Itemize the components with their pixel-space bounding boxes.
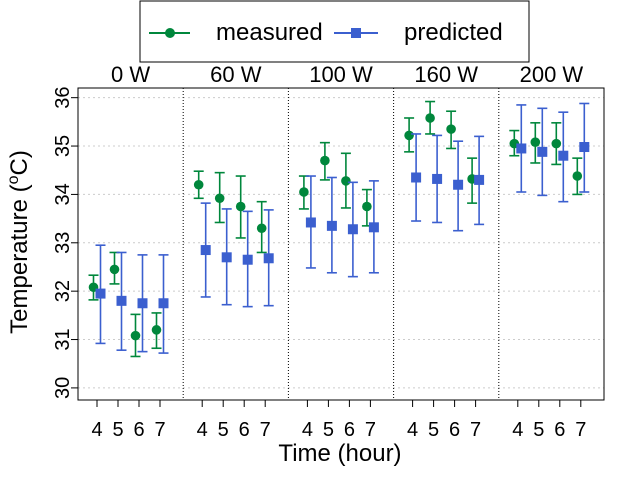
data-point-measured <box>362 201 372 212</box>
panel-label: 60 W <box>210 62 262 87</box>
panel-label: 200 W <box>520 62 584 87</box>
legend-predicted-marker <box>351 28 361 38</box>
x-tick-label: 7 <box>470 419 481 441</box>
y-axis-title: Temperature (oC) <box>5 150 33 334</box>
y-tick-label: 31 <box>52 328 74 350</box>
data-point-predicted <box>305 217 316 228</box>
x-tick-label: 7 <box>154 419 165 441</box>
data-point-predicted <box>432 173 443 184</box>
plot-frame <box>77 87 605 401</box>
data-point-predicted <box>116 295 127 306</box>
x-tick-label: 5 <box>218 419 229 441</box>
x-tick-label: 5 <box>323 419 334 441</box>
data-point-measured <box>109 264 120 275</box>
legend-measured-marker <box>165 28 175 38</box>
data-point-predicted <box>95 288 106 299</box>
y-tick-label: 35 <box>52 135 74 157</box>
y-tick-label: 32 <box>52 280 74 302</box>
data-point-predicted <box>242 254 253 265</box>
legend-box <box>139 0 530 63</box>
data-point-predicted <box>326 220 337 231</box>
x-tick-label: 5 <box>533 419 544 441</box>
data-point-predicted <box>516 143 527 154</box>
x-tick-label: 6 <box>554 419 565 441</box>
x-tick-label: 6 <box>133 419 144 441</box>
data-point-predicted <box>579 142 590 153</box>
data-point-predicted <box>474 174 485 185</box>
data-point-measured <box>193 179 204 190</box>
data-point-predicted <box>137 298 148 309</box>
data-point-measured <box>256 223 267 234</box>
data-point-predicted <box>453 179 464 190</box>
x-tick-label: 6 <box>449 419 460 441</box>
data-point-predicted <box>158 298 169 309</box>
data-point-predicted <box>221 252 232 263</box>
x-tick-label: 5 <box>112 419 123 441</box>
x-tick-label: 6 <box>239 419 250 441</box>
y-tick-label: 30 <box>52 377 74 399</box>
data-point-measured <box>151 325 162 335</box>
x-tick-label: 4 <box>302 419 313 441</box>
data-point-measured <box>530 137 541 147</box>
x-tick-label: 7 <box>575 419 586 441</box>
data-point-predicted <box>200 245 211 256</box>
x-tick-label: 4 <box>407 419 418 441</box>
data-point-predicted <box>411 172 422 183</box>
data-point-measured <box>214 193 225 204</box>
data-point-predicted <box>347 224 358 235</box>
data-point-measured <box>130 330 141 341</box>
data-point-measured <box>235 201 246 212</box>
data-point-measured <box>320 155 330 166</box>
data-point-measured <box>551 138 562 149</box>
legend-measured-label: measured <box>216 19 323 46</box>
data-point-measured <box>404 130 414 141</box>
y-axis-title-prefix: Temperature ( <box>6 184 33 333</box>
x-tick-label: 4 <box>91 419 102 441</box>
panel-label: 100 W <box>309 62 373 87</box>
data-point-predicted <box>537 146 548 157</box>
x-axis-title: Time (hour) <box>278 440 401 467</box>
y-tick-label: 34 <box>52 183 74 205</box>
y-tick-label: 36 <box>52 87 74 109</box>
y-tick-label: 33 <box>52 232 74 254</box>
panel-label: 0 W <box>111 62 150 87</box>
data-point-predicted <box>368 222 379 233</box>
data-point-predicted <box>263 253 274 264</box>
data-point-measured <box>299 187 309 197</box>
y-axis-title-suffix: C) <box>6 150 33 175</box>
y-axis-title-superscript: o <box>5 175 22 184</box>
x-tick-label: 4 <box>512 419 523 441</box>
x-tick-label: 7 <box>365 419 376 441</box>
x-tick-label: 5 <box>428 419 439 441</box>
x-tick-label: 7 <box>260 419 271 441</box>
x-tick-label: 4 <box>197 419 208 441</box>
legend-predicted-label: predicted <box>404 19 503 46</box>
data-point-measured <box>341 176 351 186</box>
data-point-measured <box>446 124 456 134</box>
x-tick-label: 6 <box>344 419 355 441</box>
panel-label: 160 W <box>414 62 478 87</box>
data-point-predicted <box>558 150 569 161</box>
legend: measured predicted <box>139 0 530 63</box>
data-point-measured <box>425 113 435 123</box>
data-point-measured <box>572 171 583 181</box>
